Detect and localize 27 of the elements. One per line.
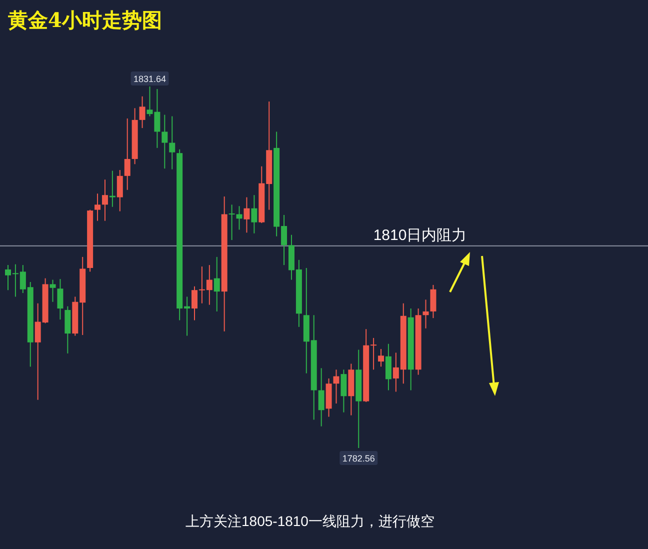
- candlestick: [50, 279, 56, 302]
- candlestick: [116, 170, 123, 212]
- candlestick: [370, 337, 377, 370]
- candlestick: [244, 196, 250, 234]
- candlestick: [57, 278, 64, 320]
- candlestick: [340, 369, 347, 413]
- candlestick: [162, 114, 168, 170]
- candlestick: [102, 179, 108, 222]
- annotation: 1831.64: [133, 74, 166, 84]
- candlestick: [251, 194, 258, 234]
- ref-line-label: 1810日内阻力: [373, 226, 467, 244]
- candlestick: [333, 369, 340, 404]
- annotation: 1782.56: [342, 454, 375, 464]
- candlestick: [385, 343, 392, 391]
- candlestick: [139, 96, 146, 129]
- chart-title: 黄金4小时走势图: [7, 8, 162, 32]
- candlestick: [318, 368, 324, 427]
- text: 上方关注1805-1810一线阻力，进行做空: [186, 513, 434, 529]
- candlestick: [430, 284, 436, 319]
- candlestick: [124, 118, 130, 190]
- candlestick: [169, 116, 176, 170]
- candlestick: [214, 256, 220, 312]
- candlestick: [64, 306, 71, 354]
- candlestick: [378, 348, 384, 368]
- candlestick: [422, 299, 429, 329]
- candlestick: [109, 170, 116, 208]
- candlestick: [94, 193, 101, 222]
